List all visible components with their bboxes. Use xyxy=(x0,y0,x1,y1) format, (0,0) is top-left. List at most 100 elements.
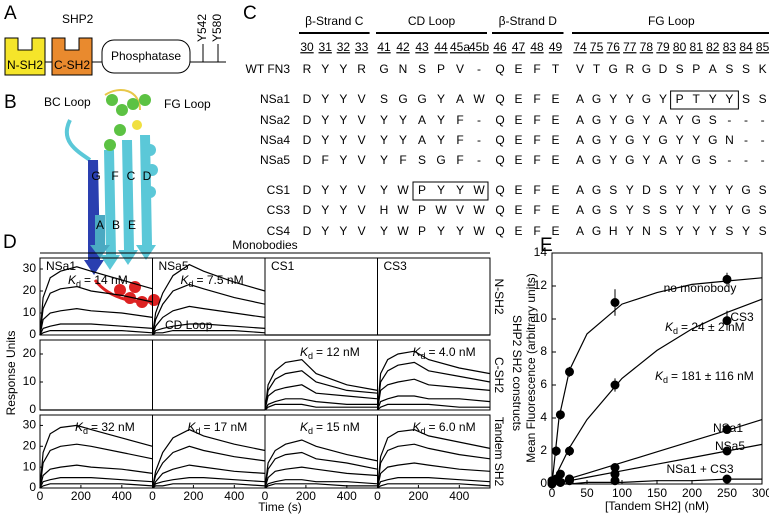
strand-label: A xyxy=(96,218,104,232)
residue: A xyxy=(659,153,667,167)
position-number: 83 xyxy=(723,40,737,54)
column-title: CS1 xyxy=(271,259,295,273)
sensorgram xyxy=(151,263,266,336)
residue: Y xyxy=(676,224,684,238)
chart-header: Monobodies xyxy=(232,238,297,252)
sensorgram xyxy=(376,361,491,411)
residue: G xyxy=(592,203,601,217)
residue: - xyxy=(477,113,481,127)
y-tick-label: 10 xyxy=(23,459,37,473)
x-tick-label: 400 xyxy=(449,489,469,503)
kd-value: = 14 nM xyxy=(84,273,128,287)
residue: V xyxy=(358,203,366,217)
sensorgram xyxy=(39,477,153,489)
residue: Y xyxy=(642,153,650,167)
residue: G xyxy=(692,113,701,127)
residue: G xyxy=(592,153,601,167)
data-point xyxy=(722,274,732,284)
residue: P xyxy=(676,92,684,106)
residue: V xyxy=(576,62,584,76)
residue: Y xyxy=(725,183,733,197)
column-title: CS3 xyxy=(384,259,408,273)
motif-box xyxy=(412,181,489,201)
residue: W xyxy=(397,203,409,217)
kd-subscript: d xyxy=(663,375,668,385)
residue: W xyxy=(397,224,409,238)
sensorgram xyxy=(152,477,266,489)
residue: Y xyxy=(339,113,347,127)
x-tick-label: 150 xyxy=(647,486,667,500)
x-tick-label: 0 xyxy=(37,489,44,503)
position-number: 76 xyxy=(607,40,621,54)
sensorgram xyxy=(376,477,491,489)
sensorgram xyxy=(152,330,266,336)
residue: Y xyxy=(339,203,347,217)
y-tick-label: 6 xyxy=(540,377,547,391)
residue: E xyxy=(551,113,559,127)
sensorgram xyxy=(39,307,153,336)
data-point xyxy=(551,446,561,456)
sensorgram xyxy=(39,464,153,489)
x-tick-label: 400 xyxy=(337,489,357,503)
x-tick-label: 200 xyxy=(183,489,203,503)
residue: D xyxy=(303,224,312,238)
data-point xyxy=(565,476,574,486)
column-title: NSa1 xyxy=(46,259,76,273)
row-name: NSa2 xyxy=(260,113,290,127)
residue: F xyxy=(533,153,540,167)
row-name: CS4 xyxy=(267,224,291,238)
residue: - xyxy=(744,133,748,147)
residue: E xyxy=(551,153,559,167)
x-tick-label: 400 xyxy=(112,489,132,503)
residue: Y xyxy=(676,183,684,197)
kd-label: Kd = 17 nM xyxy=(188,420,248,436)
data-point xyxy=(722,446,732,456)
kd-label: Kd = 181 ± 116 nM xyxy=(655,369,754,385)
residue: S xyxy=(742,62,750,76)
sensorgram xyxy=(264,358,378,411)
residue: Y xyxy=(676,153,684,167)
position-number: 84 xyxy=(739,40,753,54)
residue: S xyxy=(642,203,650,217)
residue: Y xyxy=(437,92,445,106)
x-tick-label: 400 xyxy=(224,489,244,503)
residue: E xyxy=(514,133,522,147)
data-point xyxy=(610,298,620,307)
kd-value: = 15 nM xyxy=(316,420,360,434)
residue: N xyxy=(399,62,408,76)
panel-letter: B xyxy=(4,92,17,113)
kd-symbol: K xyxy=(68,273,77,287)
y-tick-label: 2 xyxy=(540,443,547,457)
residue: F xyxy=(533,224,540,238)
residue: Y xyxy=(626,203,634,217)
kd-subscript: d xyxy=(673,326,678,336)
row-name: WT FN3 xyxy=(246,62,291,76)
sensorgram xyxy=(264,398,378,411)
position-number: 30 xyxy=(300,40,314,54)
residue: Y xyxy=(321,183,329,197)
residue: D xyxy=(303,183,312,197)
residue: H xyxy=(609,224,618,238)
residue: A xyxy=(576,133,584,147)
loop-label: FG Loop xyxy=(164,97,211,111)
residue: N xyxy=(642,224,651,238)
sensorgram xyxy=(376,428,491,489)
residue: R xyxy=(625,62,634,76)
x-tick-label: 200 xyxy=(296,489,316,503)
kd-symbol: K xyxy=(300,345,309,359)
y-tick-label: 30 xyxy=(23,418,37,432)
residue: E xyxy=(551,224,559,238)
x-tick-label: 50 xyxy=(580,486,594,500)
residue: Y xyxy=(692,224,700,238)
residue: T xyxy=(693,92,701,106)
kd-subscript: d xyxy=(83,426,88,436)
residue: Q xyxy=(495,62,504,76)
strand-label: F xyxy=(111,169,118,183)
residue: A xyxy=(709,62,717,76)
residue: T xyxy=(593,62,601,76)
residue: Y xyxy=(380,183,388,197)
row-label: C-SH2 xyxy=(492,357,506,393)
sensorgram xyxy=(152,483,266,489)
residue: - xyxy=(477,133,481,147)
data-point xyxy=(722,316,732,326)
